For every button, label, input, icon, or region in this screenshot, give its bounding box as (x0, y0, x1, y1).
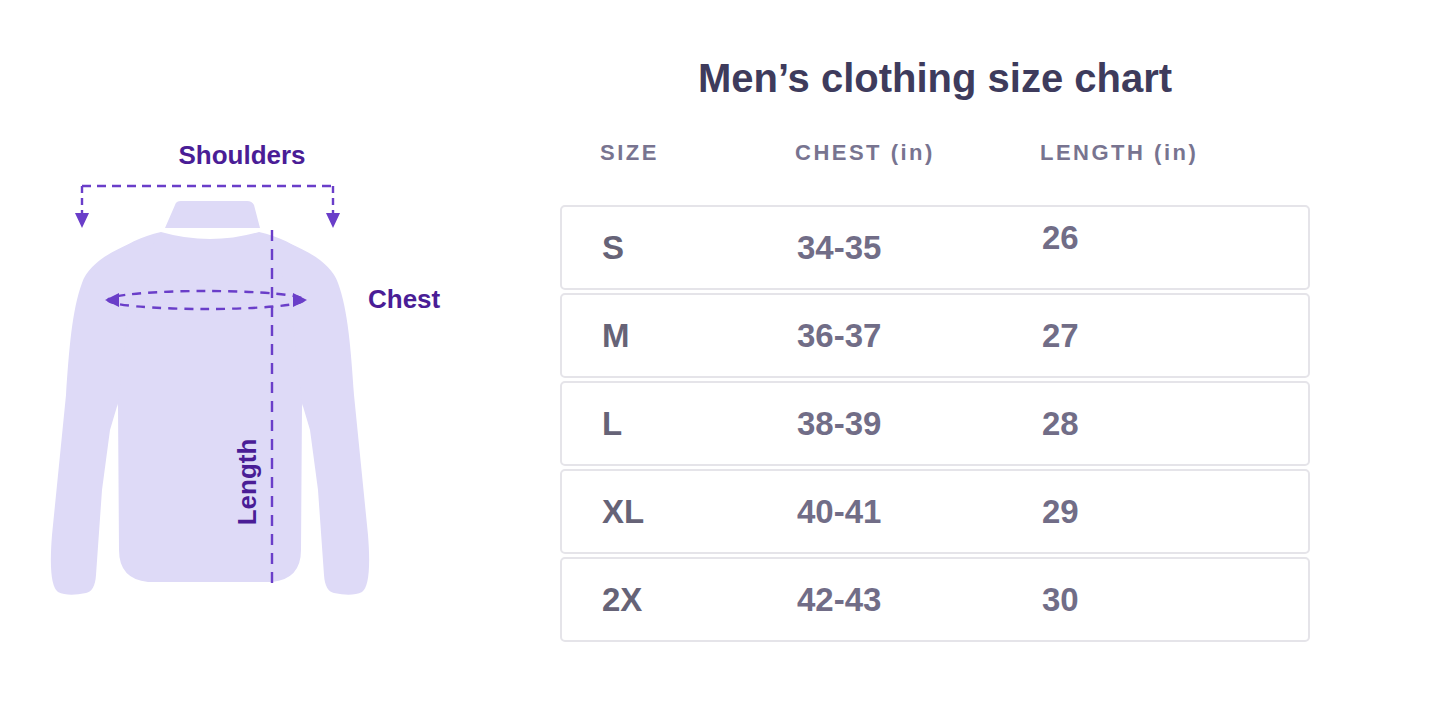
column-header-chest: CHEST (in) (795, 140, 935, 166)
shirt-measurement-diagram: Shoulders Chest Length (40, 135, 480, 615)
chest-cell: 38-39 (797, 405, 1042, 443)
length-label: Length (232, 427, 262, 537)
column-header-length: LENGTH (in) (1040, 140, 1198, 166)
shoulders-label: Shoulders (150, 140, 334, 170)
table-header-row: SIZE CHEST (in) LENGTH (in) (560, 140, 1310, 166)
shirt-silhouette (51, 201, 369, 595)
arrow-down-right-icon (326, 213, 340, 228)
page-title: Men’s clothing size chart (560, 56, 1310, 101)
size-cell: S (602, 229, 797, 267)
table-row: L 38-39 28 (560, 381, 1310, 466)
shirt-collar (165, 201, 260, 228)
size-cell: M (602, 317, 797, 355)
column-header-size: SIZE (600, 140, 659, 166)
table-row: 2X 42-43 30 (560, 557, 1310, 642)
length-cell: 29 (1042, 493, 1308, 531)
chest-cell: 36-37 (797, 317, 1042, 355)
size-table: S 34-35 26 M 36-37 27 L 38-39 28 XL 40-4… (560, 205, 1310, 645)
table-row: XL 40-41 29 (560, 469, 1310, 554)
table-row: S 34-35 26 (560, 205, 1310, 290)
chest-label: Chest (368, 284, 440, 314)
size-cell: L (602, 405, 797, 443)
length-cell: 30 (1042, 581, 1308, 619)
table-row: M 36-37 27 (560, 293, 1310, 378)
size-chart-infographic: Shoulders Chest Length Men’s clothing si… (0, 0, 1445, 725)
length-cell: 27 (1042, 317, 1308, 355)
size-cell: XL (602, 493, 797, 531)
size-cell: 2X (602, 581, 797, 619)
shirt-diagram-svg (40, 135, 480, 615)
chest-cell: 40-41 (797, 493, 1042, 531)
arrow-down-left-icon (75, 213, 89, 228)
chest-cell: 34-35 (797, 229, 1042, 267)
length-cell: 26 (1042, 219, 1308, 257)
length-cell: 28 (1042, 405, 1308, 443)
chest-cell: 42-43 (797, 581, 1042, 619)
